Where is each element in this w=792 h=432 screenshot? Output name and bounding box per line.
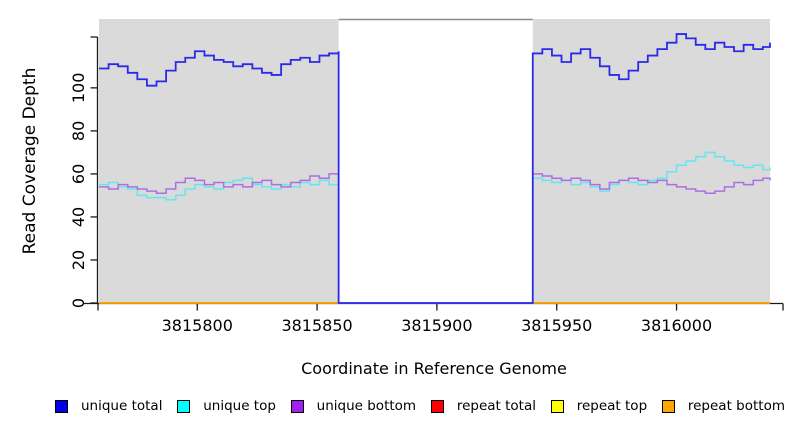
y-tick-label: 20 [69,250,88,270]
x-tick-label: 3816000 [641,316,712,335]
y-tick-label: 0 [69,298,88,308]
legend-item-repeat-bottom: repeat bottom [661,398,785,414]
legend-item-unique-bottom: unique bottom [290,398,417,414]
legend-item-repeat-total: repeat total [430,398,536,414]
legend-label-unique-total: unique total [81,398,163,414]
y-tick-label: 100 [69,73,88,104]
x-tick-label: 3815850 [281,316,352,335]
legend-label-unique-bottom: unique bottom [316,398,417,414]
legend-swatch-repeat-top [550,399,564,413]
y-axis-title: Read Coverage Depth [20,67,40,255]
legend-label-repeat-top: repeat top [576,398,648,414]
legend-swatch-repeat-total [430,399,444,413]
legend-swatch-unique-total [55,399,68,413]
legend: unique total unique top unique bottom repea… [55,398,785,414]
legend-swatch-unique-top [177,399,191,413]
legend-item-unique-top: unique top [177,398,276,414]
legend-label-repeat-total: repeat total [456,398,536,414]
legend-swatch-repeat-bottom [661,399,675,413]
y-tick-label: 40 [69,207,88,227]
legend-label-unique-top: unique top [203,398,276,414]
x-axis-title: Coordinate in Reference Genome [301,359,567,378]
legend-item-repeat-top: repeat top [550,398,648,414]
x-tick-label: 3815900 [401,316,472,335]
legend-swatch-unique-bottom [290,399,304,413]
y-tick-label: 80 [69,121,88,141]
data-region-1 [99,19,339,303]
x-tick-label: 3815950 [521,316,592,335]
x-tick-label: 3815800 [162,316,233,335]
series-unique-total-line [99,33,771,304]
legend-item-unique-total: unique total [55,398,162,414]
legend-label-repeat-bottom: repeat bottom [687,398,785,414]
y-tick-label: 60 [69,164,88,184]
